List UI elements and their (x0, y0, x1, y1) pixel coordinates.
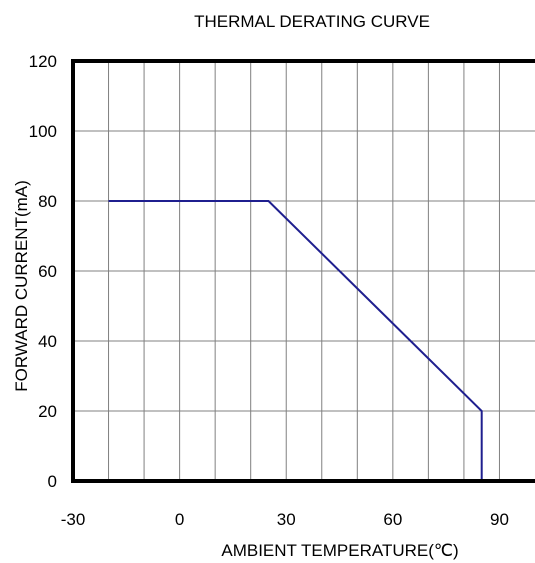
y-tick-label: 100 (29, 122, 57, 141)
grid-lines (73, 61, 535, 481)
y-tick-label: 0 (48, 472, 57, 491)
x-tick-labels: -30 0 30 60 90 (61, 510, 509, 529)
y-tick-label: 80 (38, 192, 57, 211)
x-axis-label: AMBIENT TEMPERATURE(℃) (221, 541, 458, 560)
y-tick-labels: 0 20 40 60 80 100 120 (29, 52, 57, 491)
y-tick-label: 20 (38, 402, 57, 421)
y-tick-label: 60 (38, 262, 57, 281)
y-tick-label: 120 (29, 52, 57, 71)
y-tick-label: 40 (38, 332, 57, 351)
plot-frame (71, 59, 535, 483)
chart-title: THERMAL DERATING CURVE (194, 12, 430, 31)
x-tick-label: 0 (175, 510, 184, 529)
x-tick-label: 30 (277, 510, 296, 529)
y-axis-label: FORWARD CURRENT(mA) (12, 180, 31, 392)
x-tick-label: 60 (383, 510, 402, 529)
x-tick-label: 90 (490, 510, 509, 529)
x-tick-label: -30 (61, 510, 86, 529)
